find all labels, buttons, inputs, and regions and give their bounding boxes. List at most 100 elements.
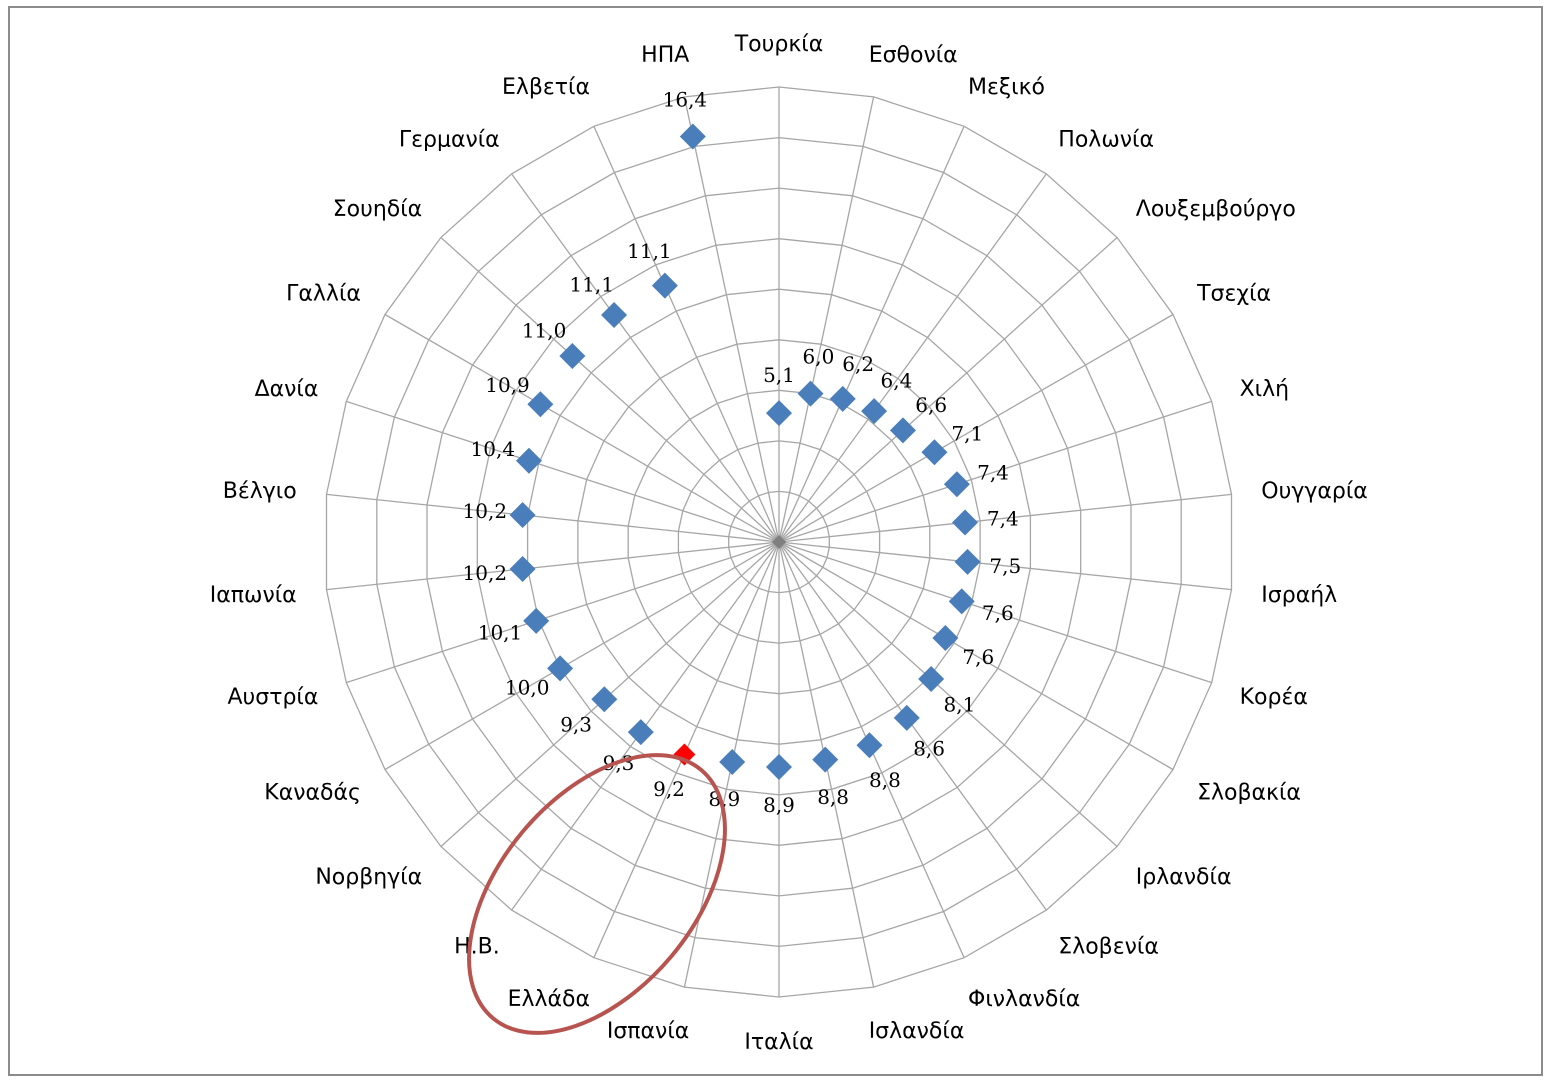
data-label: 8,6: [913, 737, 945, 761]
data-point: [523, 607, 550, 634]
grid-spoke: [778, 493, 1232, 543]
category-label: Ισλανδία: [869, 1019, 965, 1044]
data-point: [509, 555, 536, 582]
data-point: [559, 342, 586, 369]
category-label: Ιαπωνία: [210, 583, 297, 608]
category-label: Σλοβενία: [1058, 935, 1159, 960]
data-point: [651, 272, 678, 299]
center-point: [772, 535, 786, 549]
data-markers: [509, 123, 981, 780]
data-label: 8,1: [943, 692, 975, 716]
grid-spoke: [778, 173, 1047, 543]
data-label: 10,9: [485, 373, 530, 397]
data-point: [932, 625, 959, 652]
grid-spoke: [384, 313, 780, 543]
data-label: 6,4: [880, 368, 912, 392]
grid-spoke: [384, 541, 780, 771]
data-label: 8,8: [817, 785, 849, 809]
category-label: Λουξεμβούργο: [1136, 197, 1296, 222]
data-label: 7,6: [982, 601, 1014, 625]
grid-spoke: [778, 237, 1118, 543]
category-label: Ισραήλ: [1261, 583, 1337, 608]
data-label: 6,6: [915, 393, 947, 417]
data-point: [952, 509, 979, 536]
data-label: 8,9: [763, 793, 795, 817]
grid-spoke: [778, 541, 1047, 911]
data-point: [918, 666, 945, 693]
category-label: Χιλή: [1240, 377, 1289, 402]
highlight-ellipse: [467, 753, 727, 1035]
category-label: Καναδάς: [264, 781, 361, 806]
data-label: 11,1: [627, 239, 672, 263]
data-label: 11,0: [522, 319, 567, 343]
data-point: [812, 746, 839, 773]
category-label: Κορέα: [1240, 685, 1308, 710]
grid-spoke: [683, 96, 780, 543]
category-label: Ελβετία: [502, 75, 590, 100]
category-label: Αυστρία: [228, 685, 319, 710]
data-label: 11,1: [569, 272, 614, 296]
category-label: Γαλλία: [286, 282, 361, 307]
data-point: [861, 398, 888, 425]
data-label: 7,5: [989, 554, 1021, 578]
data-point: [509, 502, 536, 529]
data-label: 10,1: [478, 621, 523, 645]
data-label: 5,1: [763, 363, 795, 387]
category-label: Νορβηγία: [315, 865, 422, 890]
grid-spoke: [346, 400, 780, 543]
data-point: [515, 447, 542, 474]
category-label: Βέλγιο: [223, 479, 297, 504]
category-label: ΗΠΑ: [641, 43, 689, 68]
data-label: 8,8: [869, 768, 901, 792]
data-point: [954, 548, 981, 575]
data-point: [893, 704, 920, 731]
category-labels: Τουρκία Εσθονία Μεξικό Πολωνία Λουξεμβούργο Τ…: [210, 32, 1368, 1055]
category-label: Τουρκία: [734, 32, 824, 57]
data-label: 10,0: [505, 675, 550, 699]
category-label: Σουηδία: [333, 197, 422, 222]
grid-spoke: [778, 400, 1212, 543]
grid-spoke: [778, 96, 875, 543]
category-label: Πολωνία: [1058, 127, 1154, 152]
category-label: Δανία: [255, 377, 319, 402]
category-label: Ουγγαρία: [1261, 479, 1368, 504]
category-label: Μεξικό: [968, 75, 1045, 100]
chart-frame: [8, 6, 1543, 1076]
radar-grid: [325, 86, 1233, 998]
grid-spoke: [346, 541, 780, 684]
data-label: 9,3: [560, 713, 592, 737]
grid-spoke: [778, 541, 1212, 684]
data-point: [547, 655, 574, 682]
grid-spoke: [778, 541, 1118, 847]
data-point: [856, 732, 883, 759]
data-label: 7,4: [977, 461, 1009, 485]
data-label: 16,4: [663, 87, 708, 111]
data-label: 10,2: [463, 499, 508, 523]
data-label: 10,4: [471, 437, 516, 461]
category-label: Σλοβακία: [1197, 781, 1301, 806]
data-point: [766, 753, 792, 780]
data-point: [943, 471, 970, 498]
grid-spoke: [778, 541, 1232, 591]
category-label: Φινλανδία: [968, 987, 1080, 1012]
grid-spoke: [326, 541, 780, 591]
category-label: Ιταλία: [744, 1030, 813, 1055]
grid-spoke: [778, 541, 1174, 771]
data-point: [719, 749, 746, 776]
data-label: 7,6: [962, 645, 994, 669]
category-label: Η.Β.: [454, 935, 500, 960]
data-point: [921, 439, 948, 466]
category-label: Γερμανία: [399, 127, 500, 152]
data-point: [679, 123, 706, 150]
grid-spoke: [511, 173, 780, 543]
data-point: [527, 391, 554, 418]
data-point: [591, 686, 618, 713]
data-labels: 5,1 6,0 6,26,46,67,1 7,4 7,4 7,5 7,6 7,6 8,1 8,6 8…: [463, 87, 1022, 817]
category-label: Ισπανία: [607, 1019, 689, 1044]
data-point: [889, 417, 916, 444]
grid-spoke: [593, 126, 780, 543]
category-label: Ιρλανδία: [1136, 865, 1232, 890]
data-point: [627, 719, 654, 746]
category-label: Ελλάδα: [508, 987, 590, 1012]
